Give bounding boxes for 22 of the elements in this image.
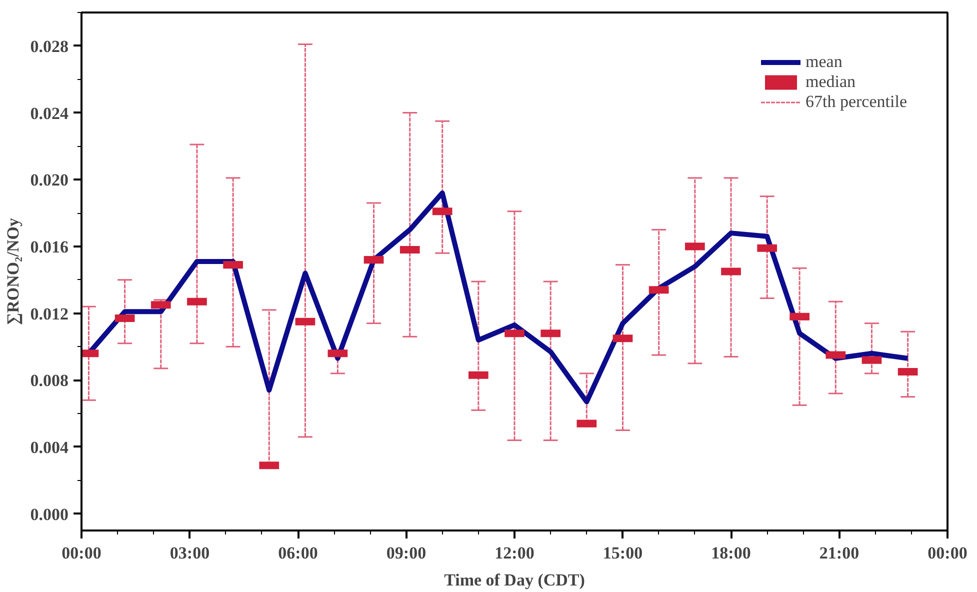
legend-label: mean	[806, 52, 842, 72]
x-axis-title: Time of Day (CDT)	[444, 570, 585, 590]
x-tick-label: 21:00	[819, 544, 860, 562]
y-tick-label: 0.028	[30, 36, 68, 56]
y-tick-label: 0.020	[30, 170, 68, 190]
x-tick-label: 06:00	[278, 544, 318, 562]
x-tick-label: 00:00	[62, 544, 102, 562]
x-tick-label: 09:00	[386, 544, 426, 562]
x-tick-label: 00:00	[928, 544, 968, 562]
x-tick-label: 12:00	[494, 544, 534, 562]
y-axis-title: ∑RONO₂/NOy	[3, 218, 22, 325]
annotation: 67th percentile	[806, 92, 907, 112]
x-tick-label: 03:00	[170, 544, 210, 562]
y-tick-label: 0.008	[30, 371, 68, 390]
x-tick-label: 18:00	[711, 544, 751, 562]
x-tick-label: 15:00	[602, 544, 643, 562]
y-tick-label: 0.024	[30, 104, 69, 123]
y-tick-label: 0.012	[30, 304, 68, 324]
y-tick-label: 0.004	[30, 438, 69, 457]
legend-label: median	[806, 72, 856, 92]
y-tick-label: 0.000	[30, 504, 68, 524]
y-tick-label: 0.016	[30, 237, 68, 256]
